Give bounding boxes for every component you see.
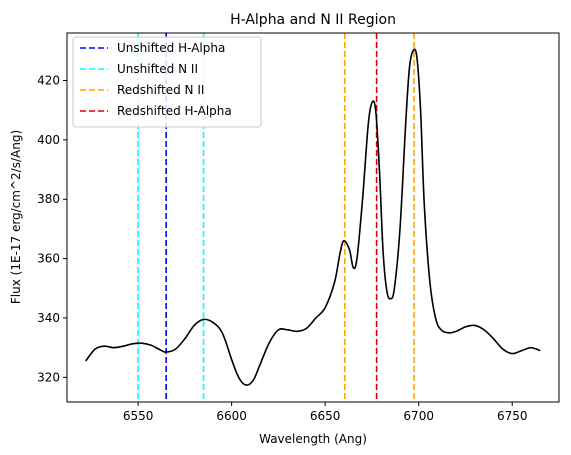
reference-lines — [137, 33, 415, 402]
x-axis-label: Wavelength (Ang) — [259, 432, 367, 446]
y-tick-label: 360 — [37, 252, 60, 266]
x-tick-label: 6750 — [497, 409, 528, 423]
y-tick-label: 400 — [37, 133, 60, 147]
y-axis-ticks: 320 340 360 380 400 420 — [37, 73, 67, 384]
series-group — [85, 48, 541, 386]
x-tick-label: 6550 — [123, 409, 154, 423]
legend: Unshifted H-Alpha Unshifted N II Redshifte… — [72, 36, 262, 128]
legend-label-2: Redshifted N II — [117, 83, 204, 97]
y-tick-label: 340 — [37, 311, 60, 325]
x-tick-label: 6650 — [310, 409, 341, 423]
y-axis-label: Flux (1E-17 erg/cm^2/s/Ang) — [9, 130, 23, 304]
legend-label-1: Unshifted N II — [117, 62, 198, 76]
legend-label-3: Redshifted H-Alpha — [117, 104, 232, 118]
y-tick-label: 420 — [37, 73, 60, 87]
y-tick-label: 380 — [37, 192, 60, 206]
legend-box — [72, 36, 262, 128]
chart-title: H-Alpha and N II Region — [230, 12, 396, 28]
x-tick-label: 6700 — [403, 409, 434, 423]
x-tick-label: 6600 — [216, 409, 247, 423]
y-tick-label: 320 — [37, 370, 60, 384]
plot-frame — [66, 32, 560, 403]
legend-label-0: Unshifted H-Alpha — [117, 41, 225, 55]
x-axis-ticks: 6550 6600 6650 6700 6750 — [123, 402, 528, 423]
flux-series-line-0 — [85, 48, 541, 386]
